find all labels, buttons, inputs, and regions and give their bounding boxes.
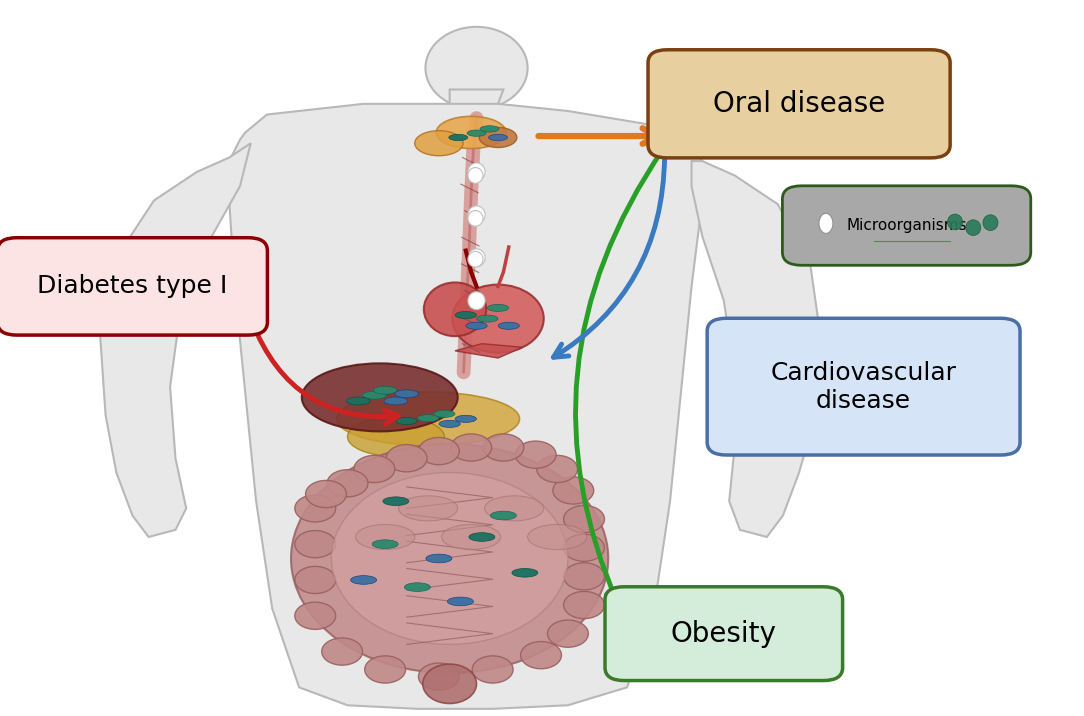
Ellipse shape xyxy=(477,315,498,322)
Ellipse shape xyxy=(399,496,457,521)
Ellipse shape xyxy=(480,126,499,132)
Ellipse shape xyxy=(564,505,605,533)
Ellipse shape xyxy=(469,533,495,541)
Ellipse shape xyxy=(423,664,477,703)
Ellipse shape xyxy=(483,434,524,461)
Text: Oral disease: Oral disease xyxy=(713,90,886,118)
Ellipse shape xyxy=(295,495,336,522)
Ellipse shape xyxy=(395,390,418,398)
Ellipse shape xyxy=(434,410,455,417)
Ellipse shape xyxy=(983,215,998,231)
FancyBboxPatch shape xyxy=(648,50,951,158)
Ellipse shape xyxy=(426,554,452,563)
Ellipse shape xyxy=(468,163,486,181)
Ellipse shape xyxy=(564,563,605,590)
Ellipse shape xyxy=(383,497,409,505)
Ellipse shape xyxy=(362,391,386,400)
Polygon shape xyxy=(455,344,522,358)
Ellipse shape xyxy=(537,455,578,483)
FancyBboxPatch shape xyxy=(783,185,1031,266)
Polygon shape xyxy=(229,104,702,709)
Ellipse shape xyxy=(337,392,519,445)
FancyBboxPatch shape xyxy=(605,587,842,680)
Ellipse shape xyxy=(301,364,457,431)
Ellipse shape xyxy=(455,311,476,319)
Ellipse shape xyxy=(966,220,981,236)
Ellipse shape xyxy=(424,283,487,337)
FancyBboxPatch shape xyxy=(707,319,1020,455)
Ellipse shape xyxy=(436,117,506,149)
Ellipse shape xyxy=(306,480,347,508)
Ellipse shape xyxy=(354,455,395,483)
Ellipse shape xyxy=(373,387,397,394)
Ellipse shape xyxy=(417,415,439,422)
Ellipse shape xyxy=(528,524,586,550)
Ellipse shape xyxy=(404,583,430,591)
Ellipse shape xyxy=(415,131,463,156)
Ellipse shape xyxy=(295,566,336,594)
Text: Diabetes type I: Diabetes type I xyxy=(37,274,228,299)
Ellipse shape xyxy=(449,135,467,140)
Ellipse shape xyxy=(350,576,376,584)
Ellipse shape xyxy=(292,444,608,673)
Ellipse shape xyxy=(327,470,367,497)
Ellipse shape xyxy=(396,417,417,425)
Ellipse shape xyxy=(468,292,486,310)
Ellipse shape xyxy=(425,27,528,110)
Ellipse shape xyxy=(468,211,483,226)
Text: Cardiovascular
disease: Cardiovascular disease xyxy=(771,361,956,412)
Ellipse shape xyxy=(372,540,398,548)
Text: Obesity: Obesity xyxy=(671,619,777,648)
Ellipse shape xyxy=(322,638,362,665)
Ellipse shape xyxy=(473,656,513,683)
Ellipse shape xyxy=(468,206,486,224)
Ellipse shape xyxy=(489,135,507,140)
Ellipse shape xyxy=(441,524,501,550)
Ellipse shape xyxy=(418,663,460,690)
Ellipse shape xyxy=(468,168,483,183)
Ellipse shape xyxy=(820,213,833,233)
Ellipse shape xyxy=(564,591,605,619)
Ellipse shape xyxy=(451,434,491,461)
Ellipse shape xyxy=(418,437,460,465)
Ellipse shape xyxy=(488,304,508,311)
Ellipse shape xyxy=(468,251,483,267)
Ellipse shape xyxy=(467,130,486,136)
Ellipse shape xyxy=(553,477,594,504)
Ellipse shape xyxy=(455,415,476,422)
Ellipse shape xyxy=(512,569,538,577)
Ellipse shape xyxy=(439,420,461,427)
Polygon shape xyxy=(450,90,503,115)
Ellipse shape xyxy=(485,496,544,521)
Ellipse shape xyxy=(356,524,415,550)
Ellipse shape xyxy=(564,534,605,561)
Ellipse shape xyxy=(468,249,486,267)
Ellipse shape xyxy=(452,284,544,353)
Ellipse shape xyxy=(364,656,405,683)
Ellipse shape xyxy=(384,397,408,405)
Ellipse shape xyxy=(348,417,444,457)
Ellipse shape xyxy=(947,214,963,230)
Ellipse shape xyxy=(448,597,474,606)
Ellipse shape xyxy=(499,322,519,329)
Ellipse shape xyxy=(520,642,562,669)
Ellipse shape xyxy=(547,620,589,647)
Ellipse shape xyxy=(386,445,427,472)
FancyBboxPatch shape xyxy=(0,238,268,335)
Ellipse shape xyxy=(515,441,556,468)
Polygon shape xyxy=(100,143,250,537)
Polygon shape xyxy=(692,161,821,537)
Text: Microorganisms: Microorganisms xyxy=(847,218,967,233)
Ellipse shape xyxy=(490,511,516,520)
Ellipse shape xyxy=(347,397,370,405)
Ellipse shape xyxy=(466,322,487,329)
Ellipse shape xyxy=(295,531,336,558)
Ellipse shape xyxy=(295,602,336,629)
Ellipse shape xyxy=(332,473,568,644)
Ellipse shape xyxy=(479,127,517,147)
